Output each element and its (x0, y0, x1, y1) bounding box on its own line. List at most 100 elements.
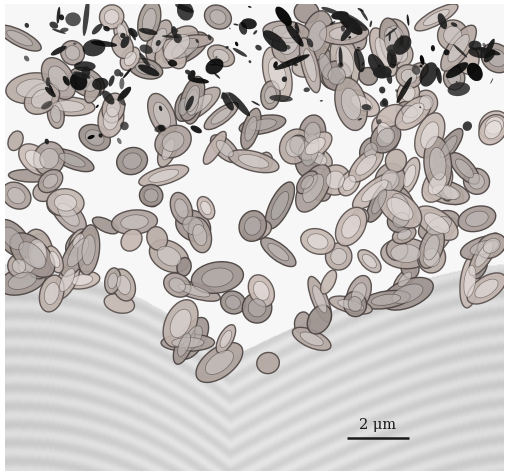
Ellipse shape (386, 27, 403, 47)
Ellipse shape (25, 234, 51, 276)
Ellipse shape (297, 172, 318, 194)
Ellipse shape (163, 300, 198, 347)
Ellipse shape (397, 78, 412, 104)
Ellipse shape (329, 297, 372, 315)
Ellipse shape (329, 28, 359, 41)
Ellipse shape (436, 68, 442, 85)
Ellipse shape (315, 46, 336, 89)
Ellipse shape (440, 137, 457, 158)
Ellipse shape (460, 255, 480, 308)
Ellipse shape (361, 291, 410, 309)
Ellipse shape (138, 1, 161, 42)
Ellipse shape (301, 176, 314, 190)
Ellipse shape (83, 0, 90, 37)
Ellipse shape (294, 2, 319, 24)
Ellipse shape (239, 211, 266, 242)
Ellipse shape (441, 26, 476, 72)
Ellipse shape (468, 41, 482, 51)
Ellipse shape (248, 7, 251, 9)
Ellipse shape (183, 217, 204, 236)
Ellipse shape (384, 29, 399, 57)
Ellipse shape (99, 89, 102, 97)
Ellipse shape (419, 66, 422, 69)
Ellipse shape (64, 271, 100, 289)
Ellipse shape (400, 158, 420, 195)
Ellipse shape (108, 274, 118, 289)
Ellipse shape (358, 9, 364, 13)
Ellipse shape (349, 149, 383, 183)
Ellipse shape (386, 73, 392, 85)
Ellipse shape (357, 48, 361, 50)
Ellipse shape (111, 269, 135, 301)
Ellipse shape (386, 239, 408, 261)
Ellipse shape (464, 169, 490, 195)
Ellipse shape (479, 115, 507, 146)
Ellipse shape (164, 35, 190, 60)
Ellipse shape (321, 8, 340, 16)
Ellipse shape (392, 47, 408, 63)
Ellipse shape (147, 227, 167, 251)
Ellipse shape (415, 91, 438, 116)
Ellipse shape (53, 101, 84, 113)
Ellipse shape (45, 139, 49, 145)
Ellipse shape (375, 39, 392, 68)
Ellipse shape (59, 15, 64, 21)
Ellipse shape (353, 173, 397, 210)
Ellipse shape (375, 164, 405, 198)
Ellipse shape (382, 99, 388, 108)
Ellipse shape (298, 133, 332, 161)
Ellipse shape (162, 139, 175, 160)
Ellipse shape (307, 306, 331, 334)
Ellipse shape (91, 41, 117, 48)
Ellipse shape (239, 23, 247, 36)
Ellipse shape (19, 145, 52, 176)
Ellipse shape (48, 67, 69, 92)
Ellipse shape (313, 286, 327, 313)
Ellipse shape (448, 35, 469, 63)
Ellipse shape (490, 79, 493, 85)
Ellipse shape (335, 79, 367, 131)
Ellipse shape (364, 143, 377, 159)
Ellipse shape (401, 257, 419, 279)
Ellipse shape (268, 244, 289, 261)
Ellipse shape (39, 276, 64, 312)
Ellipse shape (331, 12, 349, 21)
Ellipse shape (380, 19, 403, 66)
Ellipse shape (158, 132, 179, 168)
Ellipse shape (117, 148, 148, 175)
Ellipse shape (410, 68, 423, 79)
Ellipse shape (477, 48, 500, 56)
Ellipse shape (138, 65, 159, 77)
Ellipse shape (362, 255, 376, 268)
Ellipse shape (403, 104, 424, 124)
Ellipse shape (296, 165, 331, 213)
Ellipse shape (448, 72, 461, 86)
Ellipse shape (41, 102, 52, 110)
Ellipse shape (22, 230, 53, 279)
Ellipse shape (456, 159, 473, 178)
Ellipse shape (467, 72, 469, 74)
Ellipse shape (308, 277, 331, 323)
Ellipse shape (411, 210, 446, 225)
Ellipse shape (32, 90, 52, 109)
Ellipse shape (154, 126, 164, 133)
Ellipse shape (170, 309, 191, 338)
Ellipse shape (356, 155, 377, 176)
Ellipse shape (479, 112, 509, 140)
Ellipse shape (420, 56, 425, 66)
Ellipse shape (243, 220, 271, 240)
Ellipse shape (205, 6, 232, 30)
Ellipse shape (385, 150, 406, 173)
Ellipse shape (444, 27, 462, 45)
Ellipse shape (139, 54, 151, 69)
Ellipse shape (163, 33, 208, 66)
Ellipse shape (61, 42, 84, 66)
Ellipse shape (378, 66, 383, 74)
Ellipse shape (419, 227, 444, 269)
Ellipse shape (251, 101, 260, 107)
Ellipse shape (299, 39, 321, 93)
Ellipse shape (378, 190, 421, 228)
Ellipse shape (377, 120, 382, 125)
Ellipse shape (397, 230, 411, 240)
Ellipse shape (38, 170, 63, 193)
